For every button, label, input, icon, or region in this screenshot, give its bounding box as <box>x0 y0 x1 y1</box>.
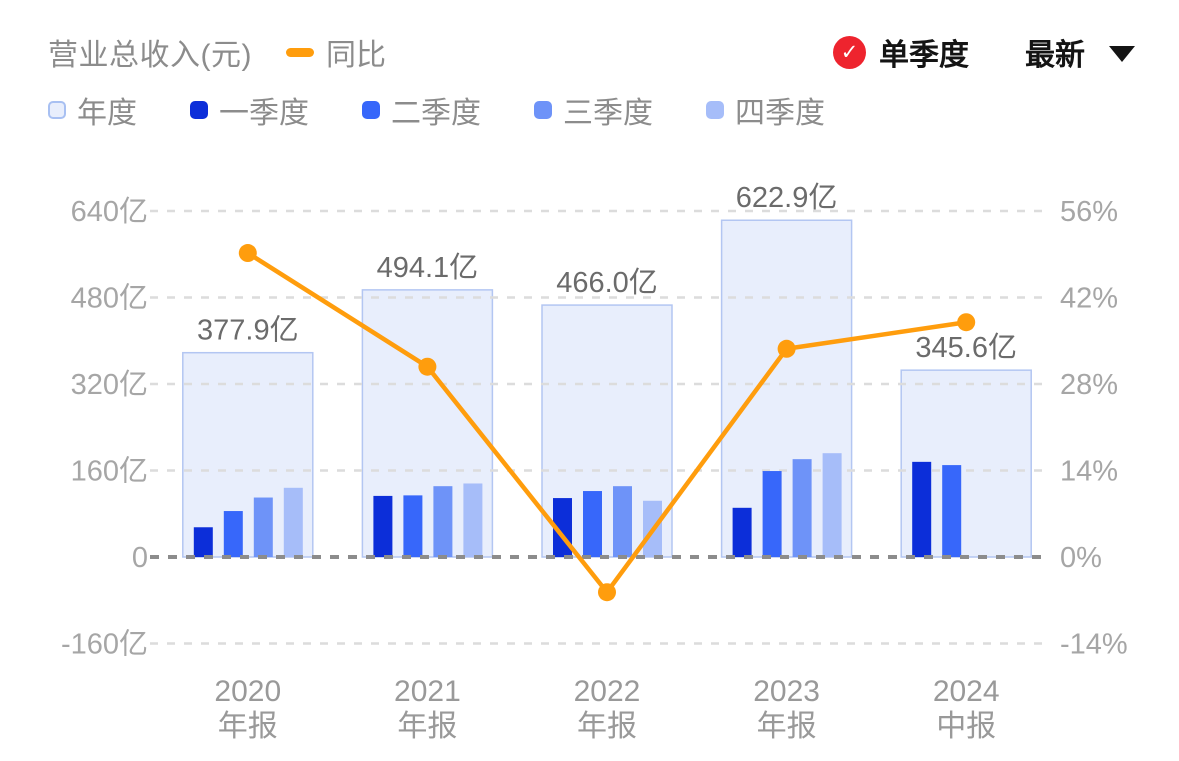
chevron-down-icon <box>1109 46 1135 62</box>
bar-2020-q4[interactable] <box>283 487 303 557</box>
annual-swatch <box>48 101 66 119</box>
chart-header: 营业总收入(元) 同比 <box>48 30 386 74</box>
bar-2023-q3[interactable] <box>792 459 812 557</box>
single-quarter-label: 单季度 <box>879 39 969 72</box>
right-axis-label: 42% <box>1060 283 1118 315</box>
x-label-period-2022: 年报 <box>577 710 637 743</box>
yoy-point-2021[interactable] <box>418 357 437 376</box>
series-legend: 年度 一季度 二季度 三季度 四季度 <box>48 88 825 132</box>
yoy-point-2024[interactable] <box>957 313 976 332</box>
yoy-point-2020[interactable] <box>238 244 257 263</box>
latest-dropdown[interactable]: 最新 <box>1025 30 1135 74</box>
bar-2020-q2[interactable] <box>223 511 243 557</box>
bar-2021-q1[interactable] <box>373 495 393 557</box>
bar-2024-q1[interactable] <box>912 461 932 557</box>
x-label-year-2024: 2024 <box>933 675 1000 708</box>
yoy-line-swatch <box>285 47 314 57</box>
check-icon: ✓ <box>833 35 866 69</box>
yoy-point-2022[interactable] <box>598 583 616 602</box>
annual-value-label-2021: 494.1亿 <box>377 251 479 284</box>
x-label-period-2023: 年报 <box>757 710 817 743</box>
bar-2022-q3[interactable] <box>613 486 632 557</box>
bar-2023-q2[interactable] <box>762 471 782 557</box>
x-label-period-2024: 中报 <box>936 710 996 743</box>
right-axis-label: 56% <box>1060 196 1118 228</box>
yoy-point-2023[interactable] <box>777 339 796 358</box>
annual-value-label-2024: 345.6亿 <box>915 331 1017 364</box>
right-axis-label: 14% <box>1060 456 1118 488</box>
x-label-year-2023: 2023 <box>753 675 820 708</box>
q3-swatch <box>534 101 552 119</box>
q1-swatch <box>190 101 208 119</box>
left-axis-label: 640亿 <box>71 195 148 228</box>
single-quarter-toggle[interactable]: ✓ 单季度 <box>833 30 969 74</box>
right-axis-label: 0% <box>1060 542 1102 574</box>
legend-item-q4[interactable]: 四季度 <box>706 88 825 132</box>
left-axis-label: 160亿 <box>71 455 148 488</box>
bar-2023-q1[interactable] <box>732 507 752 557</box>
legend-item-q1[interactable]: 一季度 <box>190 88 309 132</box>
left-axis-label: 0 <box>132 542 148 574</box>
q4-swatch <box>706 101 724 119</box>
left-axis-label: 480亿 <box>71 282 148 315</box>
bar-2020-q3[interactable] <box>253 497 273 557</box>
legend-item-annual[interactable]: 年度 <box>48 88 137 132</box>
x-label-year-2020: 2020 <box>214 675 281 708</box>
x-label-year-2022: 2022 <box>574 675 641 708</box>
left-axis-label: 320亿 <box>71 368 148 401</box>
bar-2022-q2[interactable] <box>583 491 602 557</box>
bar-2021-q3[interactable] <box>433 486 453 557</box>
bar-2023-q4[interactable] <box>822 453 842 557</box>
x-label-period-2021: 年报 <box>397 710 457 743</box>
bar-2024-q2[interactable] <box>942 465 962 557</box>
x-label-year-2021: 2021 <box>394 675 461 708</box>
header-controls: ✓ 单季度 最新 <box>833 30 1135 74</box>
annual-value-label-2020: 377.9亿 <box>197 314 299 347</box>
q2-swatch <box>362 101 380 119</box>
bar-2021-q4[interactable] <box>463 483 483 557</box>
legend-yoy[interactable]: 同比 <box>285 30 386 74</box>
right-axis-label: 28% <box>1060 369 1118 401</box>
x-label-period-2020: 年报 <box>218 710 278 743</box>
legend-item-q3[interactable]: 三季度 <box>534 88 653 132</box>
chart-title: 营业总收入(元) <box>48 39 252 72</box>
legend-item-q2[interactable]: 二季度 <box>362 88 481 132</box>
right-axis-label: -14% <box>1060 629 1128 661</box>
left-axis-label: -160亿 <box>61 628 148 661</box>
latest-dropdown-label: 最新 <box>1025 39 1085 72</box>
annual-value-label-2022: 466.0亿 <box>556 266 658 299</box>
annual-value-label-2023: 622.9亿 <box>736 181 838 214</box>
bar-2021-q2[interactable] <box>403 495 423 557</box>
yoy-legend-label: 同比 <box>325 39 386 72</box>
bar-2020-q1[interactable] <box>193 527 213 557</box>
